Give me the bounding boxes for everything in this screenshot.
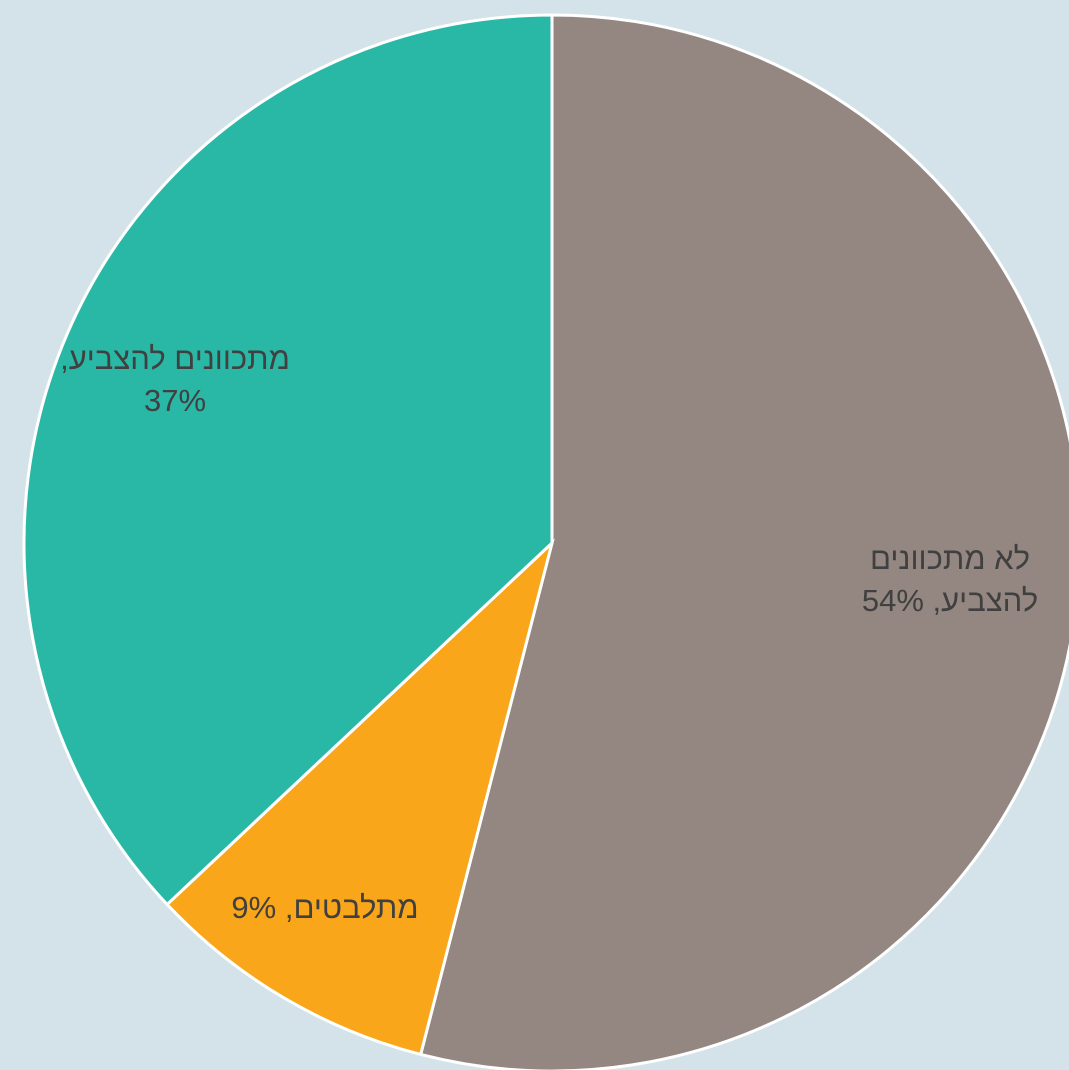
data-label: מתכוונים להצביע, 37% (60, 341, 290, 418)
pie-slice (22, 13, 554, 907)
pie-slice (418, 13, 1069, 1070)
data-label: לא מתכוונים להצביע, 54% (861, 541, 1039, 618)
pie-slice (164, 538, 555, 1057)
data-label: מתלבטים, 9% (231, 890, 419, 925)
